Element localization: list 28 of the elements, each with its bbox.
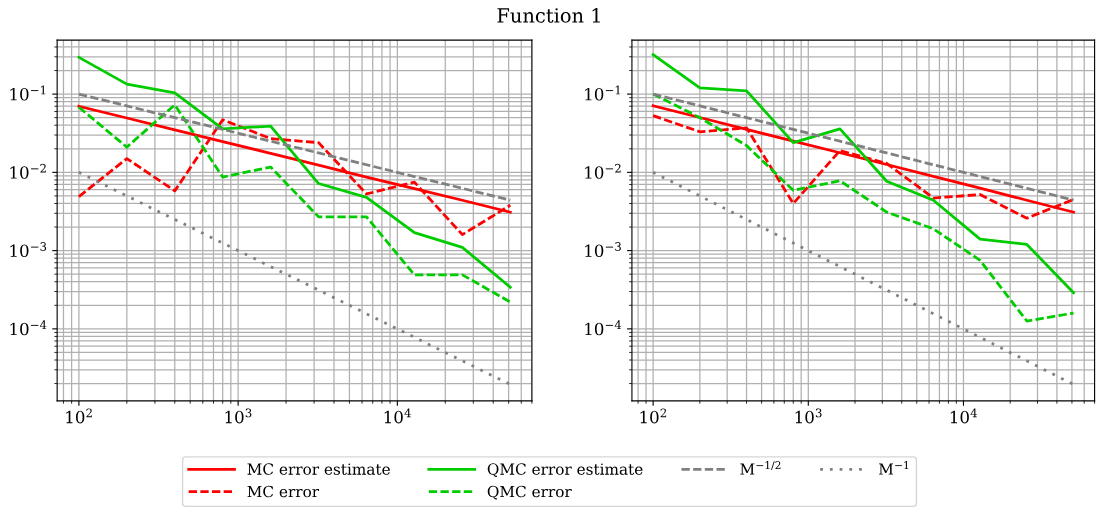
chart-title: Function 1 bbox=[497, 8, 600, 23]
x-tick-label: 10$^{4}$ bbox=[950, 408, 977, 424]
x-tick-label: 10$^{3}$ bbox=[225, 408, 252, 424]
legend-label: QMC error bbox=[487, 485, 572, 500]
legend-label: QMC error estimate bbox=[487, 463, 643, 478]
line-series bbox=[77, 55, 512, 289]
y-tick-label: 10$^{−2}$ bbox=[10, 163, 46, 179]
y-tick-label: 10$^{−4}$ bbox=[585, 320, 622, 336]
legend-label: MC error estimate bbox=[247, 463, 390, 475]
legend-label: MC error bbox=[247, 485, 320, 498]
y-tick-label: 10$^{−2}$ bbox=[585, 163, 621, 179]
x-tick-label: 10$^{4}$ bbox=[384, 408, 411, 424]
y-tick-label: 10$^{−3}$ bbox=[10, 242, 47, 258]
line-series bbox=[651, 170, 1075, 386]
y-tick-label: 10$^{−1}$ bbox=[585, 85, 621, 101]
line-series bbox=[77, 92, 512, 202]
line-series bbox=[77, 103, 512, 304]
x-tick-label: 10$^{3}$ bbox=[795, 408, 822, 424]
x-tick-label: 10$^{2}$ bbox=[66, 408, 92, 424]
legend-label: M$^{−1/2}$ bbox=[740, 461, 781, 475]
y-tick-label: 10$^{−4}$ bbox=[10, 320, 47, 336]
line-series bbox=[77, 170, 512, 386]
legend-label: M$^{−1}$ bbox=[879, 461, 909, 475]
line-series bbox=[651, 92, 1075, 202]
line-series bbox=[651, 53, 1075, 295]
y-tick-label: 10$^{−3}$ bbox=[585, 242, 621, 258]
x-tick-label: 10$^{2}$ bbox=[640, 408, 667, 424]
y-tick-label: 10$^{−1}$ bbox=[10, 85, 46, 101]
